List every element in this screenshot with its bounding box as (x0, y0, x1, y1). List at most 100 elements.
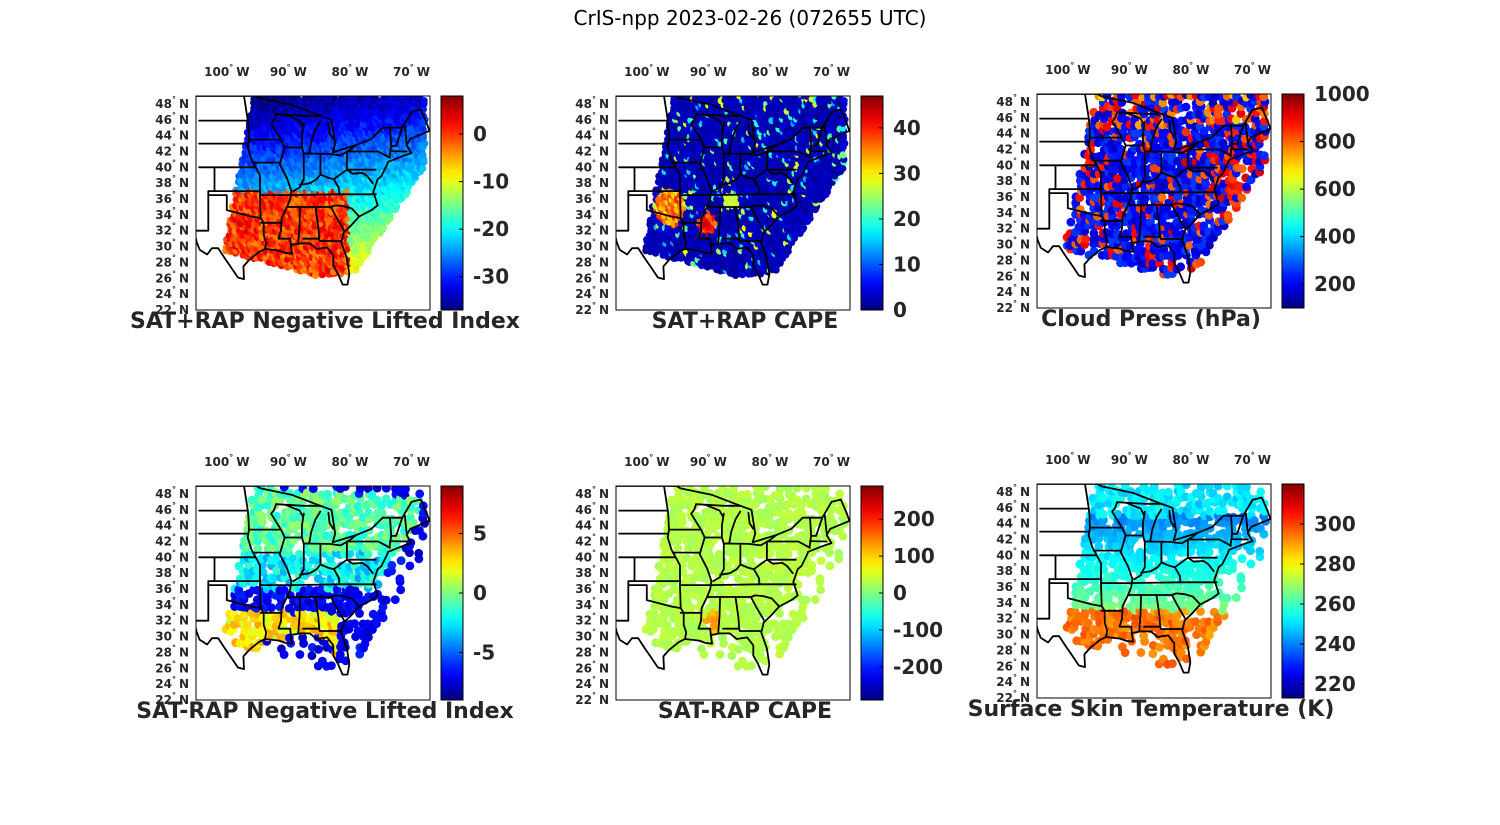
colorbar (440, 95, 464, 311)
border-pa (346, 150, 377, 171)
lat-tick-label: 26° N (155, 269, 189, 285)
border-fl-top (302, 237, 342, 242)
panel-cape: 100° W 90° W 80° W 70° W 48° N 46° N 44° N 42° N 40° N 38°… (525, 60, 995, 360)
colorbar-tick-label: 0 (473, 122, 487, 146)
panel-title-cape: SAT+RAP CAPE (651, 309, 839, 334)
border-canada (616, 96, 850, 154)
border-ny-pa (766, 150, 811, 159)
data-point (839, 164, 847, 173)
lat-tick-label: 48° N (575, 95, 609, 111)
lat-tick-label: 24° N (575, 285, 609, 301)
lat-tick-label: 28° N (575, 253, 609, 269)
colorbar-tick-label: 10 (893, 252, 921, 276)
data-point (814, 121, 822, 129)
panel-cloud: 100° W 90° W 80° W 70° W 48° N 46° N 44° N 42° N 40° N 38°… (946, 58, 1416, 358)
colorbar-tick-label: 40 (893, 116, 921, 140)
lon-tick-label: 100° W (624, 63, 669, 79)
coastline (196, 130, 430, 286)
border-texas (627, 190, 688, 250)
data-point (420, 97, 428, 105)
colorbar (860, 95, 884, 311)
colorbar-tick-label: 30 (893, 161, 921, 185)
colorbar-tick-label: -10 (473, 170, 509, 194)
border-al-ga (734, 206, 741, 240)
lat-tick-label: 42° N (155, 142, 189, 158)
lat-tick-label: 44° N (575, 127, 609, 143)
plot-nli: 100° W 90° W 80° W 70° W48° N46° N44° N42° N40° N38°… (155, 63, 509, 317)
lat-tick-label: 22° N (155, 301, 189, 317)
lon-tick-label: 90° W (270, 63, 307, 79)
lon-tick-label: 100° W (204, 63, 249, 79)
data-points (222, 96, 429, 279)
lon-tick-label: 70° W (813, 63, 850, 79)
state-borders (616, 96, 850, 286)
data-point (380, 224, 388, 232)
lat-tick-label: 46° N (155, 111, 189, 127)
colorbar-tick-label: -30 (473, 265, 509, 289)
lon-tick-label: 80° W (751, 63, 788, 79)
lat-tick-label: 30° N (575, 238, 609, 254)
border-plains-east (243, 96, 262, 219)
lat-tick-label: 38° N (155, 174, 189, 190)
border-ms-al (297, 206, 301, 245)
lat-tick-label: 34° N (575, 206, 609, 222)
colorbar-tick-label: -20 (473, 217, 509, 241)
border-canada (196, 96, 430, 154)
border-pa (766, 150, 797, 171)
mississippi-river (270, 113, 293, 246)
lat-tick-label: 34° N (155, 206, 189, 222)
lat-tick-label: 46° N (575, 111, 609, 127)
colorbar-tick-label: 0 (893, 298, 907, 322)
lat-tick-label: 32° N (575, 222, 609, 238)
lake-huron (327, 122, 335, 140)
border-ny-pa (346, 150, 391, 159)
data-point (419, 151, 427, 159)
data-point (1076, 246, 1086, 256)
lake-huron (747, 122, 755, 140)
lat-tick-label: 36° N (155, 190, 189, 206)
data-point (1066, 217, 1076, 227)
ohio-river (719, 173, 761, 196)
border-vt-nh (390, 126, 404, 147)
lon-tick-label: 80° W (331, 63, 368, 79)
border-al-ga (314, 206, 321, 240)
border-plains-east (663, 96, 682, 219)
data-point (774, 120, 782, 129)
lat-tick-label: 44° N (155, 127, 189, 143)
state-borders (196, 96, 430, 286)
lat-tick-label: 28° N (155, 253, 189, 269)
border-va-wv (333, 168, 374, 185)
lat-tick-label: 36° N (575, 190, 609, 206)
border-wi-mi (705, 114, 724, 128)
border-nm (196, 194, 210, 232)
border-ga-sc (750, 206, 765, 231)
lon-tick-label: 90° W (690, 63, 727, 79)
border-texas (207, 190, 268, 250)
border-36-5 (259, 193, 377, 196)
data-point (800, 224, 808, 232)
lat-tick-label: 38° N (575, 174, 609, 190)
data-point (1075, 193, 1085, 203)
lat-tick-label: 40° N (155, 158, 189, 174)
border-vt-nh (810, 126, 824, 147)
border-nh-me (403, 124, 408, 144)
border-ms-al (717, 206, 721, 245)
border-ga-sc (330, 206, 345, 231)
data-point (394, 121, 402, 129)
data-point (1081, 234, 1091, 244)
data-point (1080, 227, 1090, 236)
border-nc-sc (750, 204, 781, 218)
map-frame (615, 95, 851, 311)
lat-tick-label: 32° N (155, 222, 189, 238)
lat-tick-label: 42° N (575, 142, 609, 158)
ohio-river (299, 173, 341, 196)
lat-tick-label: 26° N (575, 269, 609, 285)
plot-cloud: 100° W 90° W 80° W 70° W48° N46° N44° N42° N40° N38°… (996, 61, 1369, 315)
figure-title: CrIS-npp 2023-02-26 (072655 UTC) (573, 6, 927, 30)
colorbar-tick-label: 20 (893, 207, 921, 231)
lat-tick-label: 30° N (155, 238, 189, 254)
border-nc-sc (330, 204, 361, 218)
data-point (419, 164, 427, 173)
border-36-5 (679, 193, 797, 196)
map-frame (195, 95, 431, 311)
